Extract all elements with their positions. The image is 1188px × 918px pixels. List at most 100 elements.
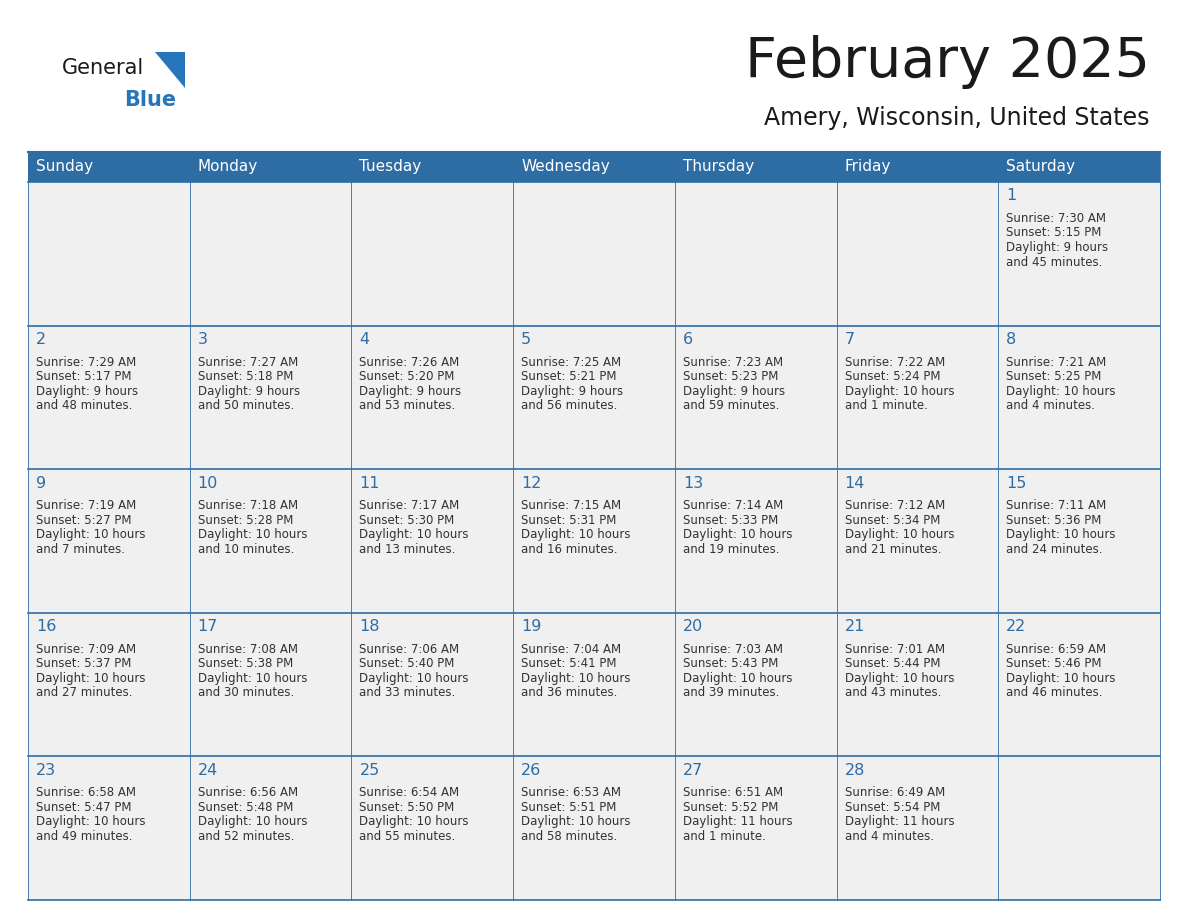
Text: and 43 minutes.: and 43 minutes.	[845, 687, 941, 700]
Text: Daylight: 10 hours: Daylight: 10 hours	[360, 528, 469, 542]
Text: 7: 7	[845, 332, 854, 347]
Text: 17: 17	[197, 620, 219, 634]
Bar	[998, 469, 1159, 613]
Text: 5: 5	[522, 332, 531, 347]
Text: Sunset: 5:34 PM: Sunset: 5:34 PM	[845, 514, 940, 527]
Text: Sunset: 5:37 PM: Sunset: 5:37 PM	[36, 657, 132, 670]
Bar	[29, 152, 1159, 182]
Text: 12: 12	[522, 476, 542, 491]
Text: Sunset: 5:27 PM: Sunset: 5:27 PM	[36, 514, 132, 527]
Bar	[190, 469, 352, 613]
Text: 24: 24	[197, 763, 217, 778]
Text: Daylight: 10 hours: Daylight: 10 hours	[36, 815, 145, 828]
Text: 8: 8	[1006, 332, 1017, 347]
Text: Sunrise: 7:09 AM: Sunrise: 7:09 AM	[36, 643, 137, 655]
Text: Sunrise: 7:08 AM: Sunrise: 7:08 AM	[197, 643, 298, 655]
Bar	[29, 326, 190, 469]
Text: Monday: Monday	[197, 160, 258, 174]
Text: Daylight: 10 hours: Daylight: 10 hours	[360, 672, 469, 685]
Text: Sunset: 5:38 PM: Sunset: 5:38 PM	[197, 657, 293, 670]
Text: Sunrise: 7:30 AM: Sunrise: 7:30 AM	[1006, 212, 1106, 225]
Bar	[352, 469, 513, 613]
Text: and 1 minute.: and 1 minute.	[845, 399, 928, 412]
Text: Daylight: 10 hours: Daylight: 10 hours	[1006, 385, 1116, 397]
Bar	[836, 326, 998, 469]
Text: 6: 6	[683, 332, 693, 347]
Text: Daylight: 10 hours: Daylight: 10 hours	[197, 528, 308, 542]
Bar	[29, 613, 190, 756]
Bar	[190, 756, 352, 900]
Text: Sunset: 5:15 PM: Sunset: 5:15 PM	[1006, 227, 1101, 240]
Text: Sunrise: 7:14 AM: Sunrise: 7:14 AM	[683, 499, 783, 512]
Text: Daylight: 10 hours: Daylight: 10 hours	[360, 815, 469, 828]
Bar	[352, 756, 513, 900]
Bar	[998, 613, 1159, 756]
Text: Daylight: 11 hours: Daylight: 11 hours	[845, 815, 954, 828]
Text: Sunset: 5:17 PM: Sunset: 5:17 PM	[36, 370, 132, 383]
Text: and 1 minute.: and 1 minute.	[683, 830, 766, 843]
Text: Sunrise: 7:22 AM: Sunrise: 7:22 AM	[845, 355, 944, 369]
Text: and 10 minutes.: and 10 minutes.	[197, 543, 295, 555]
Text: Sunrise: 7:27 AM: Sunrise: 7:27 AM	[197, 355, 298, 369]
Text: Sunrise: 7:29 AM: Sunrise: 7:29 AM	[36, 355, 137, 369]
Text: and 39 minutes.: and 39 minutes.	[683, 687, 779, 700]
Bar	[675, 756, 836, 900]
Text: Sunrise: 7:25 AM: Sunrise: 7:25 AM	[522, 355, 621, 369]
Text: Sunrise: 6:51 AM: Sunrise: 6:51 AM	[683, 787, 783, 800]
Text: Sunset: 5:41 PM: Sunset: 5:41 PM	[522, 657, 617, 670]
Text: Daylight: 10 hours: Daylight: 10 hours	[1006, 672, 1116, 685]
Text: Amery, Wisconsin, United States: Amery, Wisconsin, United States	[765, 106, 1150, 130]
Text: Daylight: 9 hours: Daylight: 9 hours	[683, 385, 785, 397]
Text: 19: 19	[522, 620, 542, 634]
Text: 2: 2	[36, 332, 46, 347]
Text: 11: 11	[360, 476, 380, 491]
Text: and 16 minutes.: and 16 minutes.	[522, 543, 618, 555]
Text: Sunrise: 7:01 AM: Sunrise: 7:01 AM	[845, 643, 944, 655]
Text: February 2025: February 2025	[745, 35, 1150, 89]
Text: Sunrise: 7:18 AM: Sunrise: 7:18 AM	[197, 499, 298, 512]
Text: Sunrise: 7:21 AM: Sunrise: 7:21 AM	[1006, 355, 1106, 369]
Text: and 45 minutes.: and 45 minutes.	[1006, 255, 1102, 268]
Text: Sunrise: 7:03 AM: Sunrise: 7:03 AM	[683, 643, 783, 655]
Text: Sunrise: 6:59 AM: Sunrise: 6:59 AM	[1006, 643, 1106, 655]
Text: Sunset: 5:48 PM: Sunset: 5:48 PM	[197, 800, 293, 814]
Text: Sunset: 5:28 PM: Sunset: 5:28 PM	[197, 514, 293, 527]
Bar	[675, 469, 836, 613]
Bar	[513, 756, 675, 900]
Bar	[352, 326, 513, 469]
Text: and 19 minutes.: and 19 minutes.	[683, 543, 779, 555]
Text: and 48 minutes.: and 48 minutes.	[36, 399, 132, 412]
Text: Daylight: 10 hours: Daylight: 10 hours	[845, 528, 954, 542]
Text: 18: 18	[360, 620, 380, 634]
Text: and 27 minutes.: and 27 minutes.	[36, 687, 133, 700]
Text: 3: 3	[197, 332, 208, 347]
Text: 22: 22	[1006, 620, 1026, 634]
Text: and 13 minutes.: and 13 minutes.	[360, 543, 456, 555]
Text: Sunrise: 7:15 AM: Sunrise: 7:15 AM	[522, 499, 621, 512]
Text: Daylight: 10 hours: Daylight: 10 hours	[522, 815, 631, 828]
Text: and 7 minutes.: and 7 minutes.	[36, 543, 125, 555]
Text: 21: 21	[845, 620, 865, 634]
Text: and 4 minutes.: and 4 minutes.	[845, 830, 934, 843]
Text: Daylight: 9 hours: Daylight: 9 hours	[36, 385, 138, 397]
Text: Sunset: 5:44 PM: Sunset: 5:44 PM	[845, 657, 940, 670]
Text: General: General	[62, 58, 144, 78]
Text: Daylight: 11 hours: Daylight: 11 hours	[683, 815, 792, 828]
Text: Sunset: 5:46 PM: Sunset: 5:46 PM	[1006, 657, 1101, 670]
Bar	[836, 756, 998, 900]
Text: Sunset: 5:23 PM: Sunset: 5:23 PM	[683, 370, 778, 383]
Text: Daylight: 10 hours: Daylight: 10 hours	[522, 672, 631, 685]
Polygon shape	[154, 52, 185, 88]
Text: 10: 10	[197, 476, 219, 491]
Text: Sunrise: 6:54 AM: Sunrise: 6:54 AM	[360, 787, 460, 800]
Text: Daylight: 10 hours: Daylight: 10 hours	[845, 385, 954, 397]
Text: Daylight: 9 hours: Daylight: 9 hours	[360, 385, 462, 397]
Bar	[998, 756, 1159, 900]
Text: and 56 minutes.: and 56 minutes.	[522, 399, 618, 412]
Text: 1: 1	[1006, 188, 1017, 204]
Bar	[675, 613, 836, 756]
Text: Sunrise: 7:17 AM: Sunrise: 7:17 AM	[360, 499, 460, 512]
Text: Sunset: 5:40 PM: Sunset: 5:40 PM	[360, 657, 455, 670]
Text: Sunset: 5:47 PM: Sunset: 5:47 PM	[36, 800, 132, 814]
Text: Sunset: 5:50 PM: Sunset: 5:50 PM	[360, 800, 455, 814]
